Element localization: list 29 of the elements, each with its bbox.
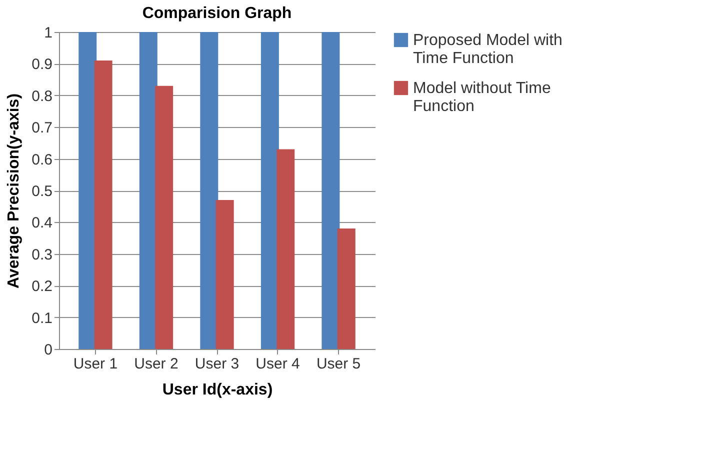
legend-label: Proposed Model with Time Function [413, 32, 562, 67]
y-axis-title: Average Precision(y-axis) [6, 93, 23, 289]
legend-label: Model without Time Function [413, 80, 551, 115]
y-tick-label: 0 [44, 342, 52, 358]
y-tick-label: 0.8 [32, 88, 52, 105]
y-tick-label: 0.6 [32, 151, 52, 168]
x-tick-label: User 4 [256, 356, 300, 372]
y-tick-label: 0.2 [32, 278, 52, 296]
y-tick-label: 0.3 [32, 246, 52, 264]
chart-title: Comparision Graph [142, 5, 292, 22]
y-tick-label: 0.5 [32, 183, 52, 200]
x-tick-label: User 1 [73, 356, 118, 372]
bar [200, 32, 218, 349]
y-tick-label: 0.7 [32, 120, 52, 137]
bar [260, 32, 279, 349]
y-tick-label: 0.1 [32, 310, 52, 327]
y-tick-label: 1 [44, 24, 52, 42]
bar [337, 228, 356, 349]
x-tick-label: User 3 [194, 356, 240, 372]
bar [216, 200, 234, 349]
y-tick-label: 0.4 [32, 214, 52, 232]
x-axis-title: User Id(x-axis) [162, 382, 273, 398]
y-tick-label: 0.9 [32, 56, 52, 74]
x-tick-label: User 2 [134, 356, 178, 372]
x-tick-label: User 5 [316, 356, 361, 372]
bar [155, 86, 174, 349]
bar [276, 149, 295, 349]
bar [94, 60, 112, 349]
bar [322, 32, 340, 349]
